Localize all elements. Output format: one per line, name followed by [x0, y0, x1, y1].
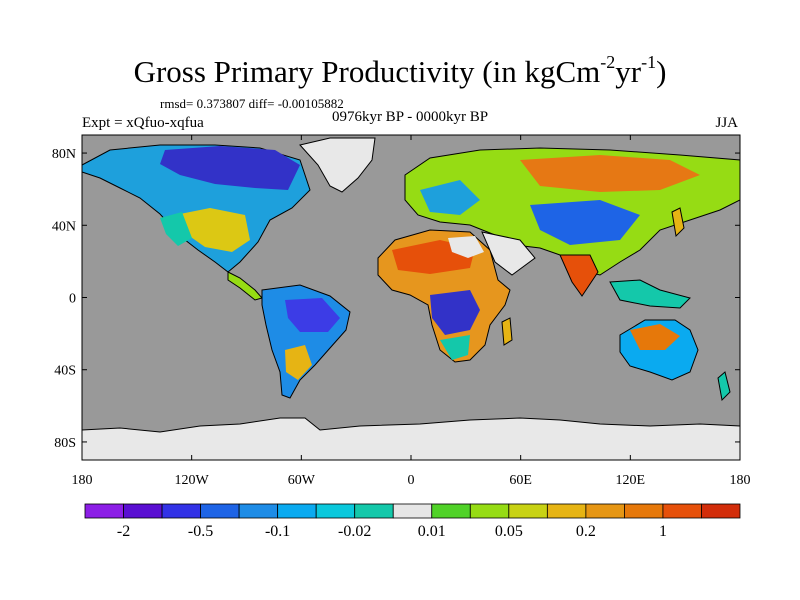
y-tick-label: 40N	[52, 219, 76, 234]
season-label: JJA	[715, 115, 738, 131]
new-zealand-region	[717, 371, 731, 402]
colorbar-label: -0.5	[188, 523, 213, 540]
madagascar-region	[501, 317, 513, 346]
y-tick-label: 80S	[54, 436, 76, 451]
colorbar-swatch	[431, 503, 471, 519]
southern-africa-anomaly	[440, 335, 470, 360]
central-asia-anomaly	[530, 200, 640, 245]
japan-region	[671, 207, 685, 238]
amazon-anomaly	[285, 298, 340, 332]
colorbar-swatch	[469, 503, 510, 519]
antarctica-region	[81, 417, 741, 461]
colorbar-swatch	[508, 503, 548, 519]
x-tick-label: 120W	[175, 473, 210, 488]
x-tick-label: 180	[72, 473, 93, 488]
x-tick-label: 60W	[288, 473, 316, 488]
patagonia-anomaly	[285, 345, 312, 380]
map-panel	[81, 134, 741, 461]
colorbar-swatch	[701, 503, 741, 519]
colorbar-label: -2	[117, 523, 130, 540]
arabia-region	[481, 231, 536, 276]
axis-ticks: 180 120W 60W 0 60E 120E 180 80N 40N 0 40S 80S	[52, 135, 751, 488]
colorbar-swatch	[662, 503, 702, 519]
colorbar-swatch	[392, 503, 433, 519]
europe-anomaly	[420, 180, 480, 215]
central-africa-anomaly	[430, 290, 480, 335]
us-west-anomaly	[160, 212, 192, 246]
colorbar-swatch	[238, 503, 279, 519]
colorbar-swatch	[200, 503, 240, 519]
india-region	[559, 254, 599, 297]
y-tick-label: 40S	[54, 364, 76, 379]
colorbar-swatch	[354, 503, 394, 519]
central-america-region	[227, 271, 263, 301]
colorbar-swatch	[123, 503, 163, 519]
colorbar-swatch	[161, 503, 201, 519]
y-tick-label: 80N	[52, 147, 76, 162]
colorbar-label: -0.1	[265, 523, 290, 540]
map-title: Gross Primary Productivity (in kgCm-2yr-…	[133, 52, 667, 89]
colorbar-swatch	[84, 503, 124, 519]
period-label: 0976kyr BP - 0000kyr BP	[331, 109, 489, 125]
experiment-label: Expt = xQfuo-xqfua	[82, 115, 204, 131]
colorbar-swatch	[315, 503, 356, 519]
colorbar-label: 0.05	[495, 523, 523, 540]
colorbar-swatch	[546, 503, 587, 519]
colorbar-swatch	[277, 503, 317, 519]
stats-text: rmsd= 0.373807 diff= -0.00105882	[160, 96, 344, 111]
australia-north-anomaly	[630, 324, 680, 350]
x-tick-label: 180	[730, 473, 751, 488]
colorbar-swatch	[585, 503, 625, 519]
colorbar-swatch	[624, 503, 664, 519]
colorbar-label: 0.01	[418, 523, 446, 540]
y-tick-label: 0	[69, 292, 76, 307]
colorbar-label: 1	[659, 523, 667, 540]
x-tick-label: 0	[408, 473, 415, 488]
colorbar-label: 0.2	[576, 523, 596, 540]
siberia-anomaly	[520, 155, 700, 192]
canada-arctic-anomaly	[160, 146, 300, 190]
x-tick-label: 60E	[509, 473, 532, 488]
colorbar-label: -0.02	[338, 523, 371, 540]
egypt-desert	[448, 236, 484, 258]
colorbar: -2 -0.5 -0.1 -0.02 0.01 0.05 0.2 1	[84, 503, 741, 540]
us-interior-anomaly	[175, 208, 250, 252]
southeast-asia-islands	[609, 279, 691, 309]
x-tick-label: 120E	[616, 473, 646, 488]
greenland-region	[299, 137, 376, 193]
